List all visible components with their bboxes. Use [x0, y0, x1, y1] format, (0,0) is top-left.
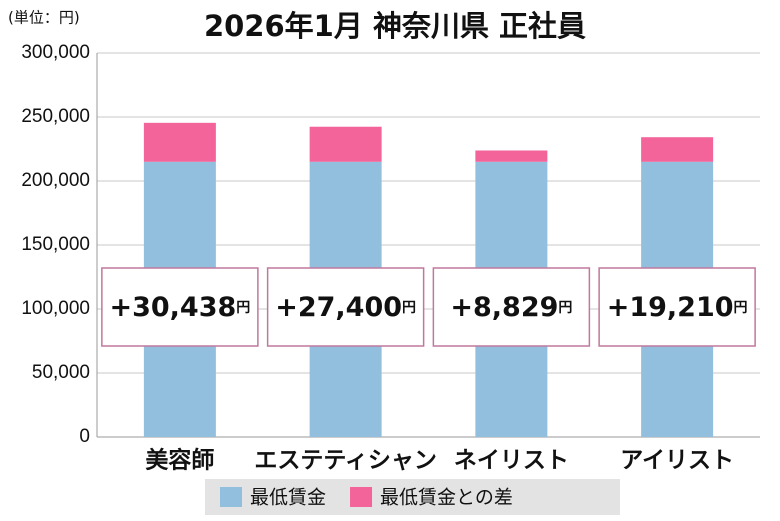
value-label-number: +8,829 [450, 292, 558, 323]
legend-swatch [350, 487, 373, 507]
y-tick-label: 250,000 [21, 106, 90, 127]
value-label-number: +30,438 [109, 292, 236, 323]
value-label-number: +27,400 [275, 292, 402, 323]
legend-label: 最低賃金 [250, 487, 326, 509]
x-tick-label: 美容師 [145, 447, 214, 474]
bar-segment [143, 122, 216, 162]
legend-box [205, 479, 620, 515]
value-label: +30,438円 [109, 292, 250, 323]
chart-title: 2026年1月 神奈川県 正社員 [204, 9, 586, 43]
value-label-number: +19,210 [607, 292, 734, 323]
annotation-box [598, 267, 756, 347]
legend-label: 最低賃金との差 [380, 487, 513, 509]
x-tick-label: アイリスト [620, 448, 734, 474]
value-label: +27,400円 [275, 292, 416, 323]
x-tick-label: エステティシャン [254, 448, 437, 474]
y-tick-label: 0 [79, 426, 90, 447]
legend-swatch [220, 487, 242, 507]
y-tick-label: 100,000 [21, 298, 90, 319]
y-tick-label: 150,000 [21, 234, 90, 255]
value-label: +8,829円 [450, 292, 572, 323]
bar-segment [641, 137, 714, 162]
value-label-unit: 円 [558, 300, 572, 316]
value-label-unit: 円 [734, 300, 748, 316]
annotation-box [266, 267, 425, 347]
y-tick-label: 300,000 [21, 42, 90, 63]
annotation-box [101, 267, 259, 347]
y-tick-label: 200,000 [21, 170, 90, 191]
value-label: +19,210円 [607, 292, 748, 323]
value-label-unit: 円 [402, 300, 416, 316]
unit-note: (単位：円) [8, 9, 80, 27]
annotation-box [432, 267, 591, 347]
y-tick-label: 50,000 [32, 362, 90, 383]
bar-segment [309, 126, 382, 162]
x-tick-label: ネイリスト [454, 448, 569, 474]
value-label-unit: 円 [236, 300, 250, 316]
bar-segment [475, 150, 548, 162]
